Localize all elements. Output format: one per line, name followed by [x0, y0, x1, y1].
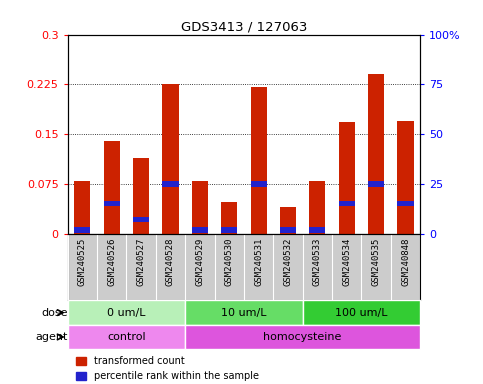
- Bar: [368, 182, 384, 187]
- Bar: [104, 201, 120, 206]
- Bar: [133, 157, 149, 234]
- Text: GSM240528: GSM240528: [166, 237, 175, 286]
- Text: 10 um/L: 10 um/L: [221, 308, 267, 318]
- Text: GSM240525: GSM240525: [78, 237, 87, 286]
- Text: GSM240531: GSM240531: [254, 237, 263, 286]
- Title: GDS3413 / 127063: GDS3413 / 127063: [181, 20, 307, 33]
- Text: homocysteine: homocysteine: [264, 332, 342, 342]
- Bar: [162, 84, 179, 234]
- Bar: [398, 121, 413, 234]
- Bar: [221, 227, 237, 233]
- Text: GSM240532: GSM240532: [284, 237, 293, 286]
- Bar: [185, 325, 420, 349]
- Text: GSM240848: GSM240848: [401, 237, 410, 286]
- Text: 0 um/L: 0 um/L: [107, 308, 146, 318]
- Bar: [368, 74, 384, 234]
- Bar: [309, 227, 326, 233]
- Text: GSM240534: GSM240534: [342, 237, 351, 286]
- Bar: [162, 182, 179, 187]
- Text: GSM240526: GSM240526: [107, 237, 116, 286]
- Bar: [309, 182, 326, 234]
- Bar: [133, 217, 149, 222]
- Bar: [280, 227, 296, 233]
- Bar: [251, 182, 267, 187]
- Bar: [280, 207, 296, 234]
- Bar: [339, 201, 355, 206]
- Bar: [192, 227, 208, 233]
- Bar: [192, 182, 208, 234]
- Text: GSM240535: GSM240535: [371, 237, 381, 286]
- Bar: [104, 141, 120, 234]
- Bar: [74, 182, 90, 234]
- Bar: [221, 202, 237, 234]
- Bar: [74, 227, 90, 233]
- Bar: [398, 201, 413, 206]
- Bar: [251, 87, 267, 234]
- Text: 100 um/L: 100 um/L: [335, 308, 388, 318]
- Bar: [185, 300, 303, 325]
- Bar: [68, 325, 185, 349]
- Text: GSM240529: GSM240529: [195, 237, 204, 286]
- Text: GSM240533: GSM240533: [313, 237, 322, 286]
- Legend: transformed count, percentile rank within the sample: transformed count, percentile rank withi…: [72, 353, 263, 384]
- Text: agent: agent: [35, 332, 68, 342]
- Text: GSM240527: GSM240527: [137, 237, 145, 286]
- Bar: [68, 300, 185, 325]
- Bar: [303, 300, 420, 325]
- Text: dose: dose: [41, 308, 68, 318]
- Text: GSM240530: GSM240530: [225, 237, 234, 286]
- Bar: [339, 122, 355, 234]
- Text: control: control: [107, 332, 146, 342]
